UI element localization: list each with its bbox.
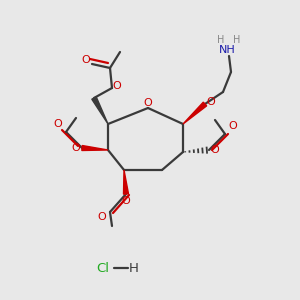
- Text: O: O: [211, 145, 219, 155]
- Polygon shape: [82, 146, 108, 151]
- Polygon shape: [124, 170, 128, 194]
- Text: O: O: [112, 81, 122, 91]
- Text: NH: NH: [219, 45, 236, 55]
- Text: O: O: [207, 97, 215, 107]
- Text: H: H: [217, 35, 225, 45]
- Text: O: O: [98, 212, 106, 222]
- Text: O: O: [144, 98, 152, 108]
- Text: Cl: Cl: [97, 262, 110, 275]
- Polygon shape: [183, 102, 207, 124]
- Text: H: H: [129, 262, 139, 275]
- Text: H: H: [233, 35, 241, 45]
- Text: O: O: [82, 55, 90, 65]
- Text: O: O: [72, 143, 80, 153]
- Text: O: O: [54, 119, 62, 129]
- Polygon shape: [92, 97, 108, 124]
- Text: O: O: [229, 121, 237, 131]
- Text: O: O: [122, 196, 130, 206]
